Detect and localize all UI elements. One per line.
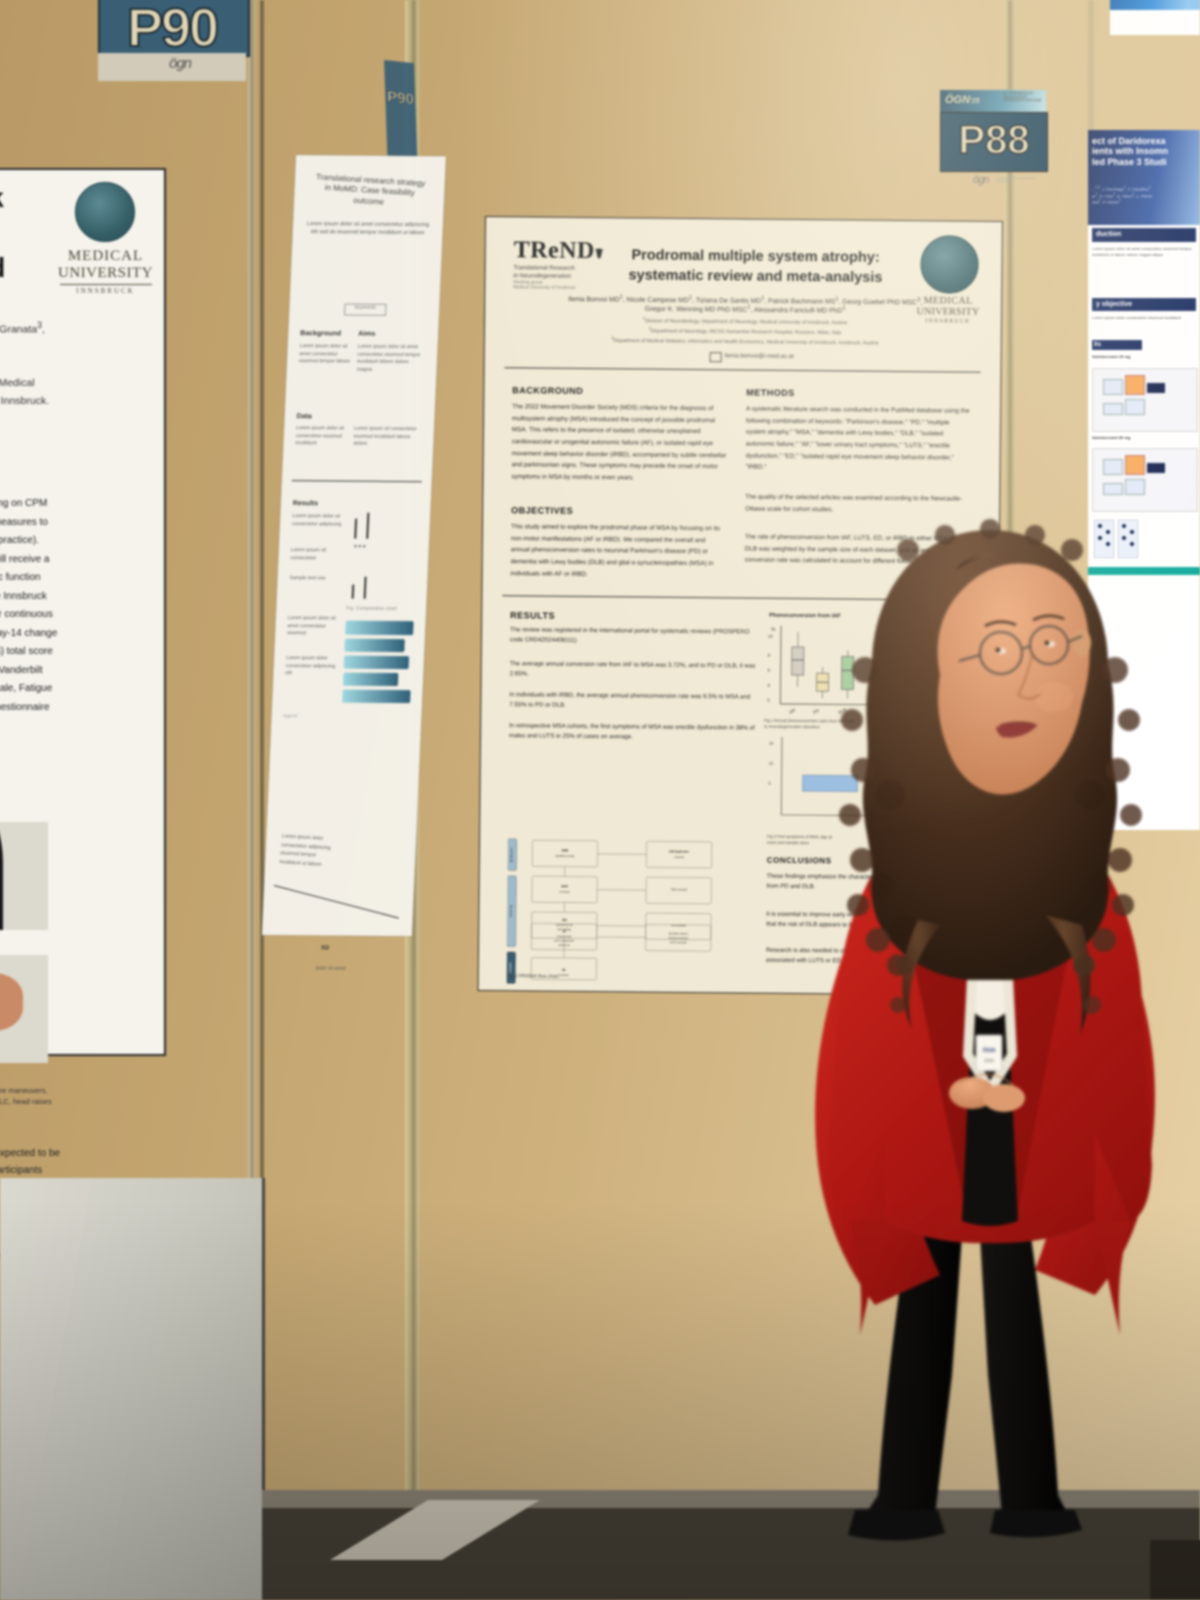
svg-text:Included: Included (508, 962, 512, 973)
svg-text:screened: screened (559, 891, 570, 894)
svg-text:included: included (559, 974, 569, 977)
svg-text:and 5 excluded: and 5 excluded (670, 941, 688, 944)
svg-text:full-text screened: full-text screened (669, 937, 689, 940)
svg-text:7565 excluded: 7565 excluded (671, 888, 688, 891)
svg-text:8: 8 (768, 653, 771, 658)
svg-text:5: 5 (769, 781, 772, 786)
svg-text:ÖGN: ÖGN (983, 1047, 996, 1054)
svg-text:%: % (771, 627, 776, 633)
svg-text:included and: included and (557, 935, 572, 938)
svg-text:10: 10 (769, 761, 774, 766)
svg-text:484: 484 (562, 918, 567, 922)
svg-text:639 duplicates: 639 duplicates (669, 849, 689, 853)
svg-text:6: 6 (768, 668, 771, 673)
svg-text:8688: 8688 (562, 848, 569, 852)
svg-text:2025: 2025 (984, 1058, 995, 1063)
svg-text:38 further articles: 38 further articles (669, 932, 689, 935)
svg-text:Screening: Screening (509, 905, 513, 918)
svg-text:63: 63 (563, 929, 567, 933)
svg-text:4: 4 (767, 683, 770, 688)
svg-text:Identification: Identification (509, 847, 513, 863)
svg-text:references: references (558, 944, 571, 947)
svg-text:82: 82 (562, 968, 566, 972)
svg-text:selected for full: selected for full (556, 924, 573, 927)
svg-text:10: 10 (768, 634, 773, 639)
svg-text:15: 15 (769, 741, 774, 746)
svg-text:identified records: identified records (555, 855, 575, 858)
svg-text:0: 0 (767, 698, 770, 703)
svg-text:8049: 8049 (561, 884, 568, 888)
svg-text:removed: removed (674, 856, 684, 859)
